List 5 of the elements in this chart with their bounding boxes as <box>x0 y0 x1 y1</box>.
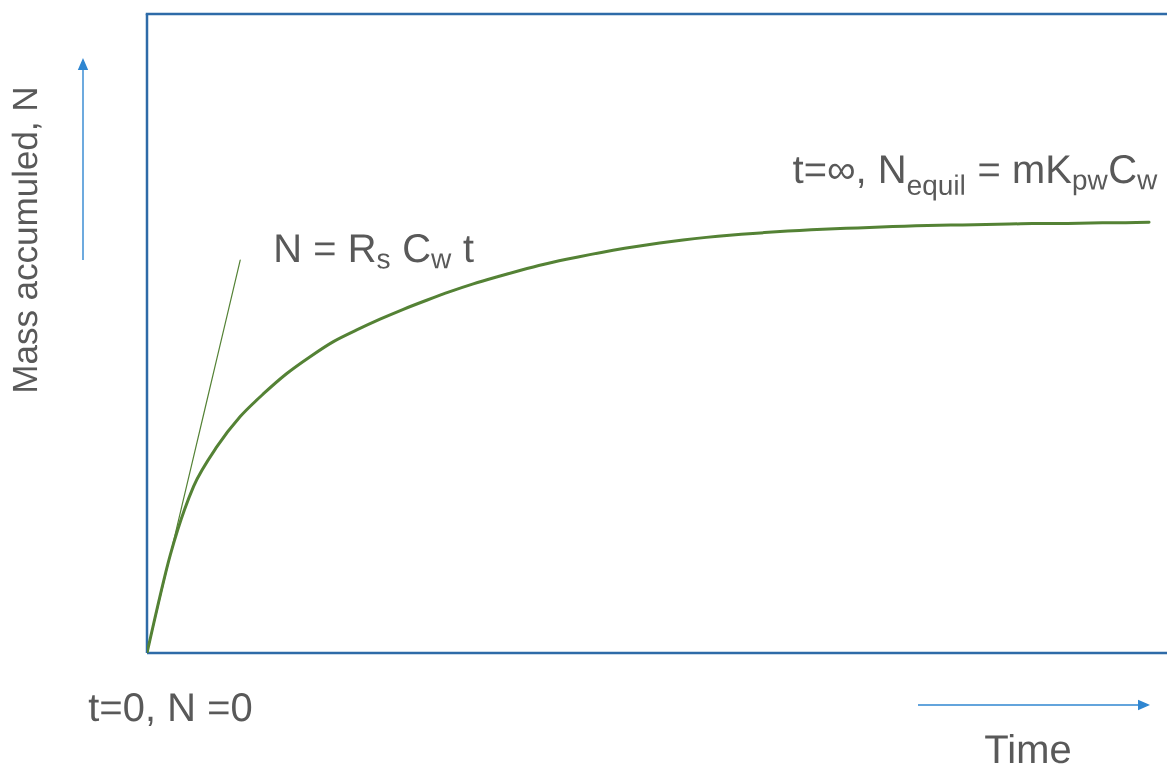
text: t=∞, N$_{equil}$ = mK$_{pw}$C$_{w}$ <box>793 155 1158 201</box>
annotation: N = R$_{s}$ C$_{w}$ t <box>276 234 474 269</box>
x-axis-title: Time <box>985 733 1070 764</box>
text: t=0, N =0 <box>88 693 252 727</box>
y-axis-title: Mass accumuled, N <box>11 89 42 391</box>
